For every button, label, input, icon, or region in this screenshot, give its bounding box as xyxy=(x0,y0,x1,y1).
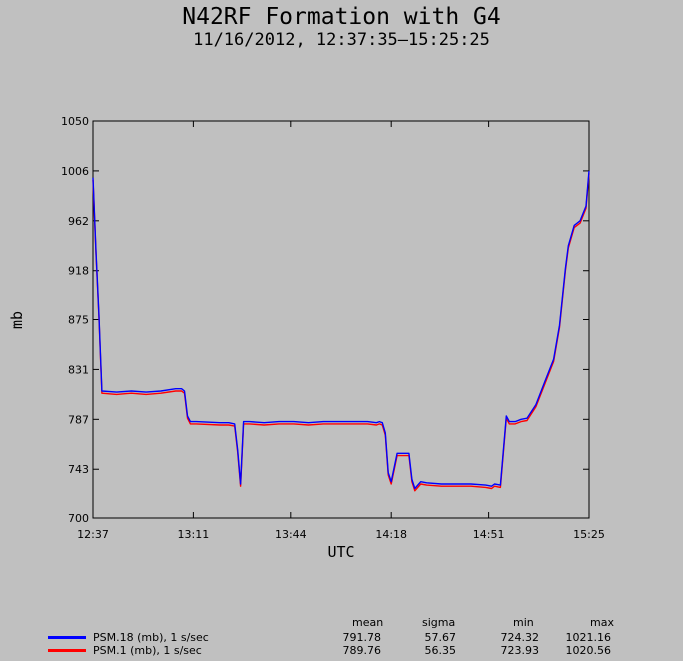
x-axis-label: UTC xyxy=(327,543,354,561)
legend-item: PSM.1 (mb), 1 s/sec 789.76 56.35 723.93 … xyxy=(0,644,683,658)
y-axis: 700 743 787 831 875 918 962 1006 1050 xyxy=(61,115,589,525)
x-tick-label: 12:37 xyxy=(77,528,109,541)
y-tick-label: 962 xyxy=(68,215,89,228)
series-layer xyxy=(92,170,590,492)
line-chart: 700 743 787 831 875 918 962 1006 1050 12:37 13:11… xyxy=(8,115,605,561)
stat-header-min: min xyxy=(513,616,534,629)
legend-item: PSM.18 (mb), 1 s/sec 791.78 57.67 724.32… xyxy=(0,631,683,645)
legend-sigma: 57.67 xyxy=(424,631,457,644)
legend-min: 723.93 xyxy=(500,644,540,657)
x-tick-label: 15:25 xyxy=(573,528,605,541)
y-tick-label: 875 xyxy=(68,314,89,327)
y-tick-label: 743 xyxy=(68,463,89,476)
x-tick-label: 14:18 xyxy=(375,528,407,541)
y-axis-label: mb xyxy=(8,311,26,329)
legend-max: 1021.16 xyxy=(565,631,612,644)
y-tick-label: 1050 xyxy=(61,115,89,128)
y-tick-label: 831 xyxy=(68,363,89,376)
y-tick-label: 1006 xyxy=(61,165,89,178)
plot-area xyxy=(92,120,590,519)
y-tick-label: 787 xyxy=(68,413,89,426)
legend-min: 724.32 xyxy=(500,631,540,644)
chart-subtitle: 11/16/2012, 12:37:35–15:25:25 xyxy=(193,30,490,50)
stat-header-max: max xyxy=(590,616,614,629)
stat-header-mean: mean xyxy=(352,616,384,629)
legend-sigma: 56.35 xyxy=(424,644,457,657)
legend-mean: 791.78 xyxy=(342,631,382,644)
legend-mean: 789.76 xyxy=(342,644,382,657)
legend-swatch xyxy=(48,636,86,639)
legend-label: PSM.1 (mb), 1 s/sec xyxy=(93,644,202,657)
y-tick-label: 918 xyxy=(68,265,89,278)
y-tick-label: 700 xyxy=(68,512,89,525)
legend-max: 1020.56 xyxy=(565,644,612,657)
legend-swatch xyxy=(48,649,86,652)
x-axis: 12:37 13:11 13:44 14:18 14:51 15:25 xyxy=(77,121,605,541)
x-tick-label: 13:44 xyxy=(275,528,307,541)
stat-header-sigma: sigma xyxy=(422,616,456,629)
chart-title: N42RF Formation with G4 xyxy=(182,4,501,30)
legend-label: PSM.18 (mb), 1 s/sec xyxy=(93,631,209,644)
x-tick-label: 13:11 xyxy=(178,528,210,541)
x-tick-label: 14:51 xyxy=(473,528,505,541)
series-line xyxy=(92,170,590,490)
